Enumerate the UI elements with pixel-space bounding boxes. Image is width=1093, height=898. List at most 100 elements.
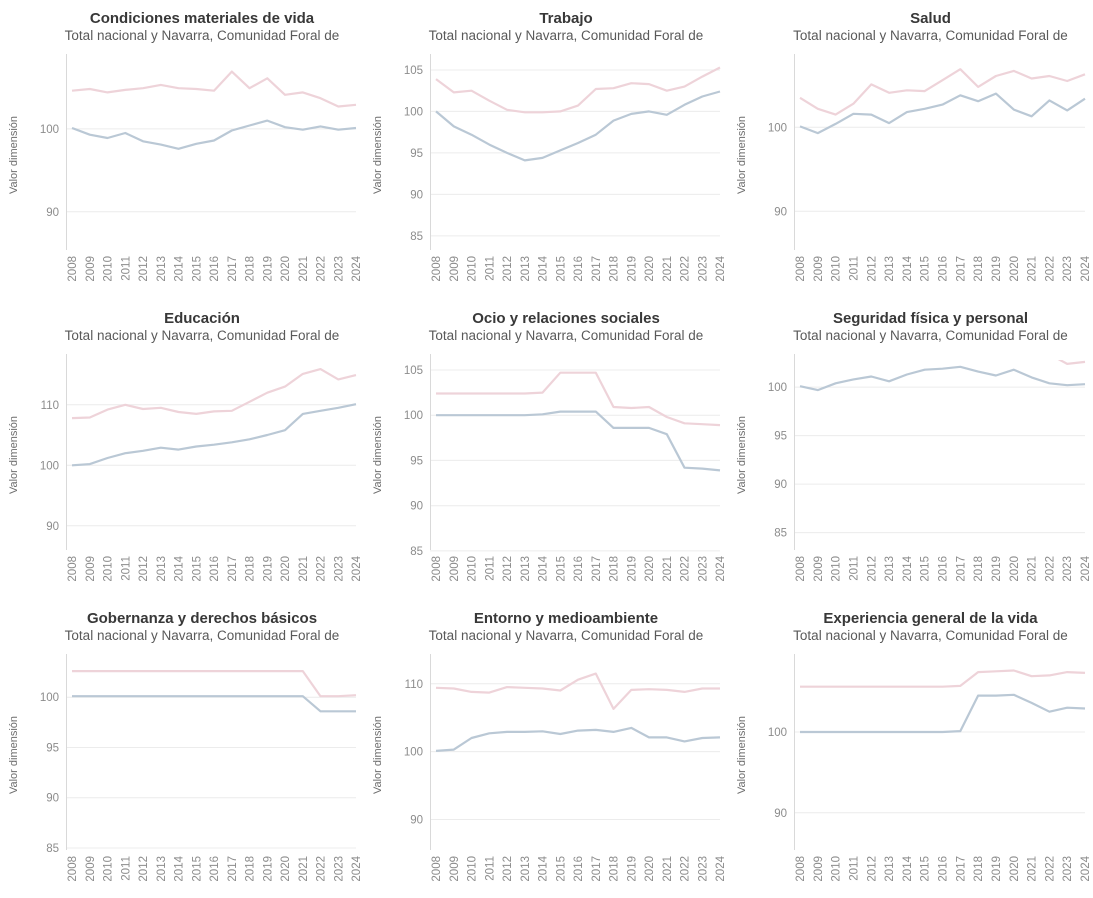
y-tick-label: 95 — [46, 743, 59, 755]
x-tick-label: 2019 — [262, 256, 274, 282]
y-axis-title: Valor dimensión — [736, 716, 748, 794]
x-tick-label: 2021 — [298, 256, 310, 282]
y-axis-title: Valor dimensión — [8, 416, 20, 494]
x-tick-label: 2014 — [538, 855, 550, 881]
x-tick-label: 2021 — [662, 256, 674, 282]
x-tick-label: 2015 — [555, 856, 567, 882]
y-tick-label: 100 — [768, 382, 787, 394]
y-tick-label: 100 — [40, 692, 59, 704]
chart-subtitle: Total nacional y Navarra, Comunidad Fora… — [428, 28, 704, 43]
x-tick-label: 2024 — [1080, 855, 1092, 881]
x-tick-label: 2024 — [1080, 255, 1092, 281]
x-tick-label: 2016 — [573, 856, 585, 882]
y-axis-title: Valor dimensión — [372, 416, 384, 494]
chart-title: Seguridad física y personal — [832, 310, 1029, 327]
y-tick-label: 95 — [410, 148, 423, 160]
series-line-navarra — [800, 669, 1086, 688]
x-tick-label: 2016 — [938, 856, 950, 882]
x-tick-label: 2019 — [262, 856, 274, 882]
x-tick-label: 2011 — [484, 556, 496, 581]
x-tick-label: 2017 — [227, 856, 239, 882]
line-chart-condiciones: 90 100 Valor dimensión 2008 2009 2010 2011 2012… — [8, 54, 363, 282]
x-tick-label: 2012 — [502, 856, 514, 882]
x-tick-label: 2012 — [138, 856, 150, 882]
x-tick-label: 2021 — [662, 556, 674, 582]
y-tick-label: 90 — [774, 206, 787, 218]
x-tick-label: 2015 — [555, 556, 567, 582]
x-tick-label: 2013 — [520, 256, 532, 282]
y-tick-label: 110 — [41, 400, 59, 412]
series-line-nacional — [71, 119, 357, 150]
x-tick-label: 2016 — [938, 256, 950, 282]
y-tick-label: 85 — [774, 528, 787, 540]
chart-panel-entorno: Entorno y medioambiente Total nacional y… — [364, 600, 728, 898]
y-tick-label: 100 — [404, 410, 423, 422]
x-tick-label: 2020 — [1009, 856, 1021, 882]
x-tick-label: 2011 — [484, 256, 496, 281]
x-tick-label: 2013 — [156, 256, 168, 282]
x-tick-label: 2017 — [227, 256, 239, 282]
x-tick-label: 2008 — [67, 556, 79, 582]
x-tick-label: 2023 — [333, 556, 345, 582]
y-tick-label: 100 — [40, 124, 59, 136]
x-tick-label: 2017 — [591, 556, 603, 582]
y-tick-label: 90 — [774, 479, 787, 491]
y-tick-label: 100 — [404, 106, 423, 118]
x-tick-label: 2009 — [813, 856, 825, 882]
x-tick-label: 2010 — [103, 556, 115, 582]
x-tick-label: 2019 — [626, 556, 638, 582]
chart-panel-seguridad: Seguridad física y personal Total nacion… — [728, 300, 1093, 600]
x-tick-label: 2021 — [298, 856, 310, 882]
x-tick-label: 2018 — [609, 256, 621, 282]
x-tick-label: 2009 — [85, 256, 97, 282]
x-tick-label: 2017 — [955, 856, 967, 882]
x-tick-label: 2019 — [626, 856, 638, 882]
x-tick-label: 2011 — [848, 256, 860, 281]
chart-subtitle: Total nacional y Navarra, Comunidad Fora… — [64, 328, 340, 343]
series-line-navarra — [436, 371, 721, 427]
x-tick-label: 2014 — [902, 855, 914, 881]
y-tick-label: 90 — [774, 808, 787, 820]
x-tick-label: 2022 — [680, 856, 692, 882]
series-line-nacional — [435, 726, 721, 752]
x-tick-label: 2014 — [174, 855, 186, 881]
x-tick-label: 2019 — [991, 556, 1003, 582]
x-tick-label: 2012 — [138, 256, 150, 282]
x-tick-label: 2024 — [1080, 555, 1092, 581]
chart-subtitle: Total nacional y Navarra, Comunidad Fora… — [793, 28, 1068, 43]
y-axis-title: Valor dimensión — [8, 116, 20, 194]
x-tick-label: 2023 — [1062, 256, 1074, 282]
x-tick-label: 2016 — [209, 256, 221, 282]
x-tick-label: 2022 — [316, 256, 328, 282]
chart-panel-condiciones: Condiciones materiales de vida Total nac… — [0, 0, 364, 300]
x-tick-label: 2015 — [191, 256, 203, 282]
y-tick-label: 95 — [774, 431, 787, 443]
x-tick-label: 2008 — [67, 256, 79, 282]
x-tick-label: 2024 — [351, 255, 363, 281]
x-tick-label: 2024 — [715, 255, 727, 281]
x-tick-label: 2016 — [209, 856, 221, 882]
x-tick-label: 2008 — [795, 556, 807, 582]
x-tick-label: 2022 — [680, 256, 692, 282]
chart-subtitle: Total nacional y Navarra, Comunidad Fora… — [64, 628, 340, 643]
x-tick-label: 2014 — [538, 555, 550, 581]
y-tick-label: 105 — [404, 65, 423, 77]
x-tick-label: 2008 — [67, 856, 79, 882]
x-tick-label: 2024 — [715, 855, 727, 881]
x-tick-label: 2016 — [573, 556, 585, 582]
x-tick-label: 2014 — [174, 255, 186, 281]
x-tick-label: 2017 — [955, 556, 967, 582]
y-tick-label: 85 — [410, 546, 423, 558]
x-tick-label: 2012 — [866, 556, 878, 582]
y-tick-label: 90 — [410, 815, 423, 827]
x-tick-label: 2023 — [1062, 556, 1074, 582]
y-axis-title: Valor dimensión — [736, 116, 748, 194]
y-axis-title: Valor dimensión — [372, 116, 384, 194]
y-tick-label: 85 — [410, 231, 423, 243]
x-tick-label: 2022 — [680, 556, 692, 582]
x-tick-label: 2018 — [245, 256, 257, 282]
chart-title: Experiencia general de la vida — [823, 610, 1038, 627]
series-line-nacional — [800, 693, 1086, 734]
x-tick-label: 2009 — [813, 256, 825, 282]
chart-title: Ocio y relaciones sociales — [472, 310, 660, 327]
